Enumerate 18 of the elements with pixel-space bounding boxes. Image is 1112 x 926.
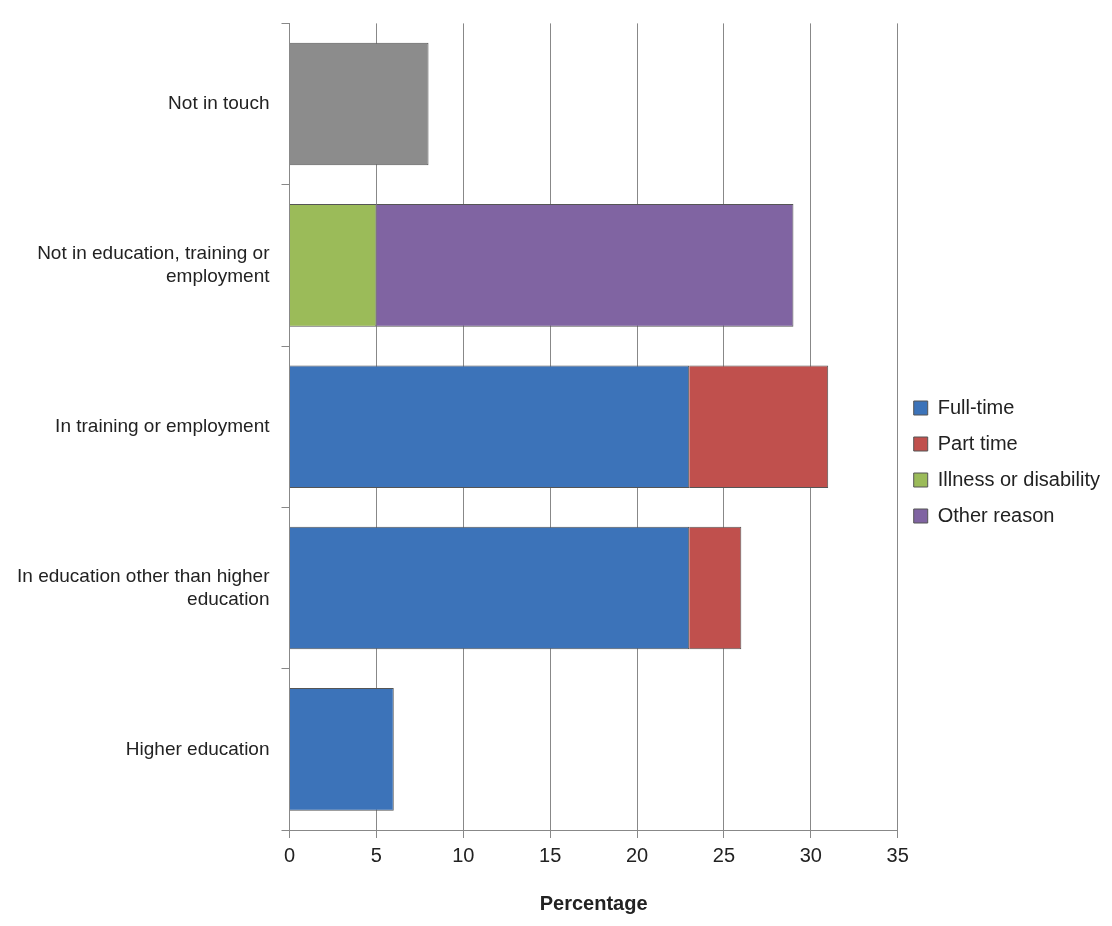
legend-label: Illness or disability [937, 467, 1101, 490]
x-tick-label: 35 [886, 843, 909, 866]
y-tick-label: In training or employment [55, 414, 271, 436]
y-tick-label: Not in education, training or employment [37, 242, 271, 287]
x-tick-label: 25 [712, 843, 736, 866]
y-tick-label: In education other than higher education [17, 564, 271, 609]
x-tick-label: 5 [370, 843, 382, 866]
x-axis-title: Percentage [539, 891, 648, 914]
x-tick-label: 10 [452, 843, 475, 866]
y-tick-label: Higher education [125, 737, 270, 759]
x-tick-label: 0 [283, 843, 296, 866]
x-tick-label: 30 [799, 843, 822, 866]
x-tick-label: 15 [539, 843, 562, 866]
legend-label: Part time [937, 431, 1018, 454]
legend-label: Other reason [937, 503, 1055, 526]
x-tick-label: 20 [625, 843, 649, 866]
y-tick-label: Not in touch [168, 92, 270, 114]
legend-label: Full-time [937, 395, 1015, 418]
